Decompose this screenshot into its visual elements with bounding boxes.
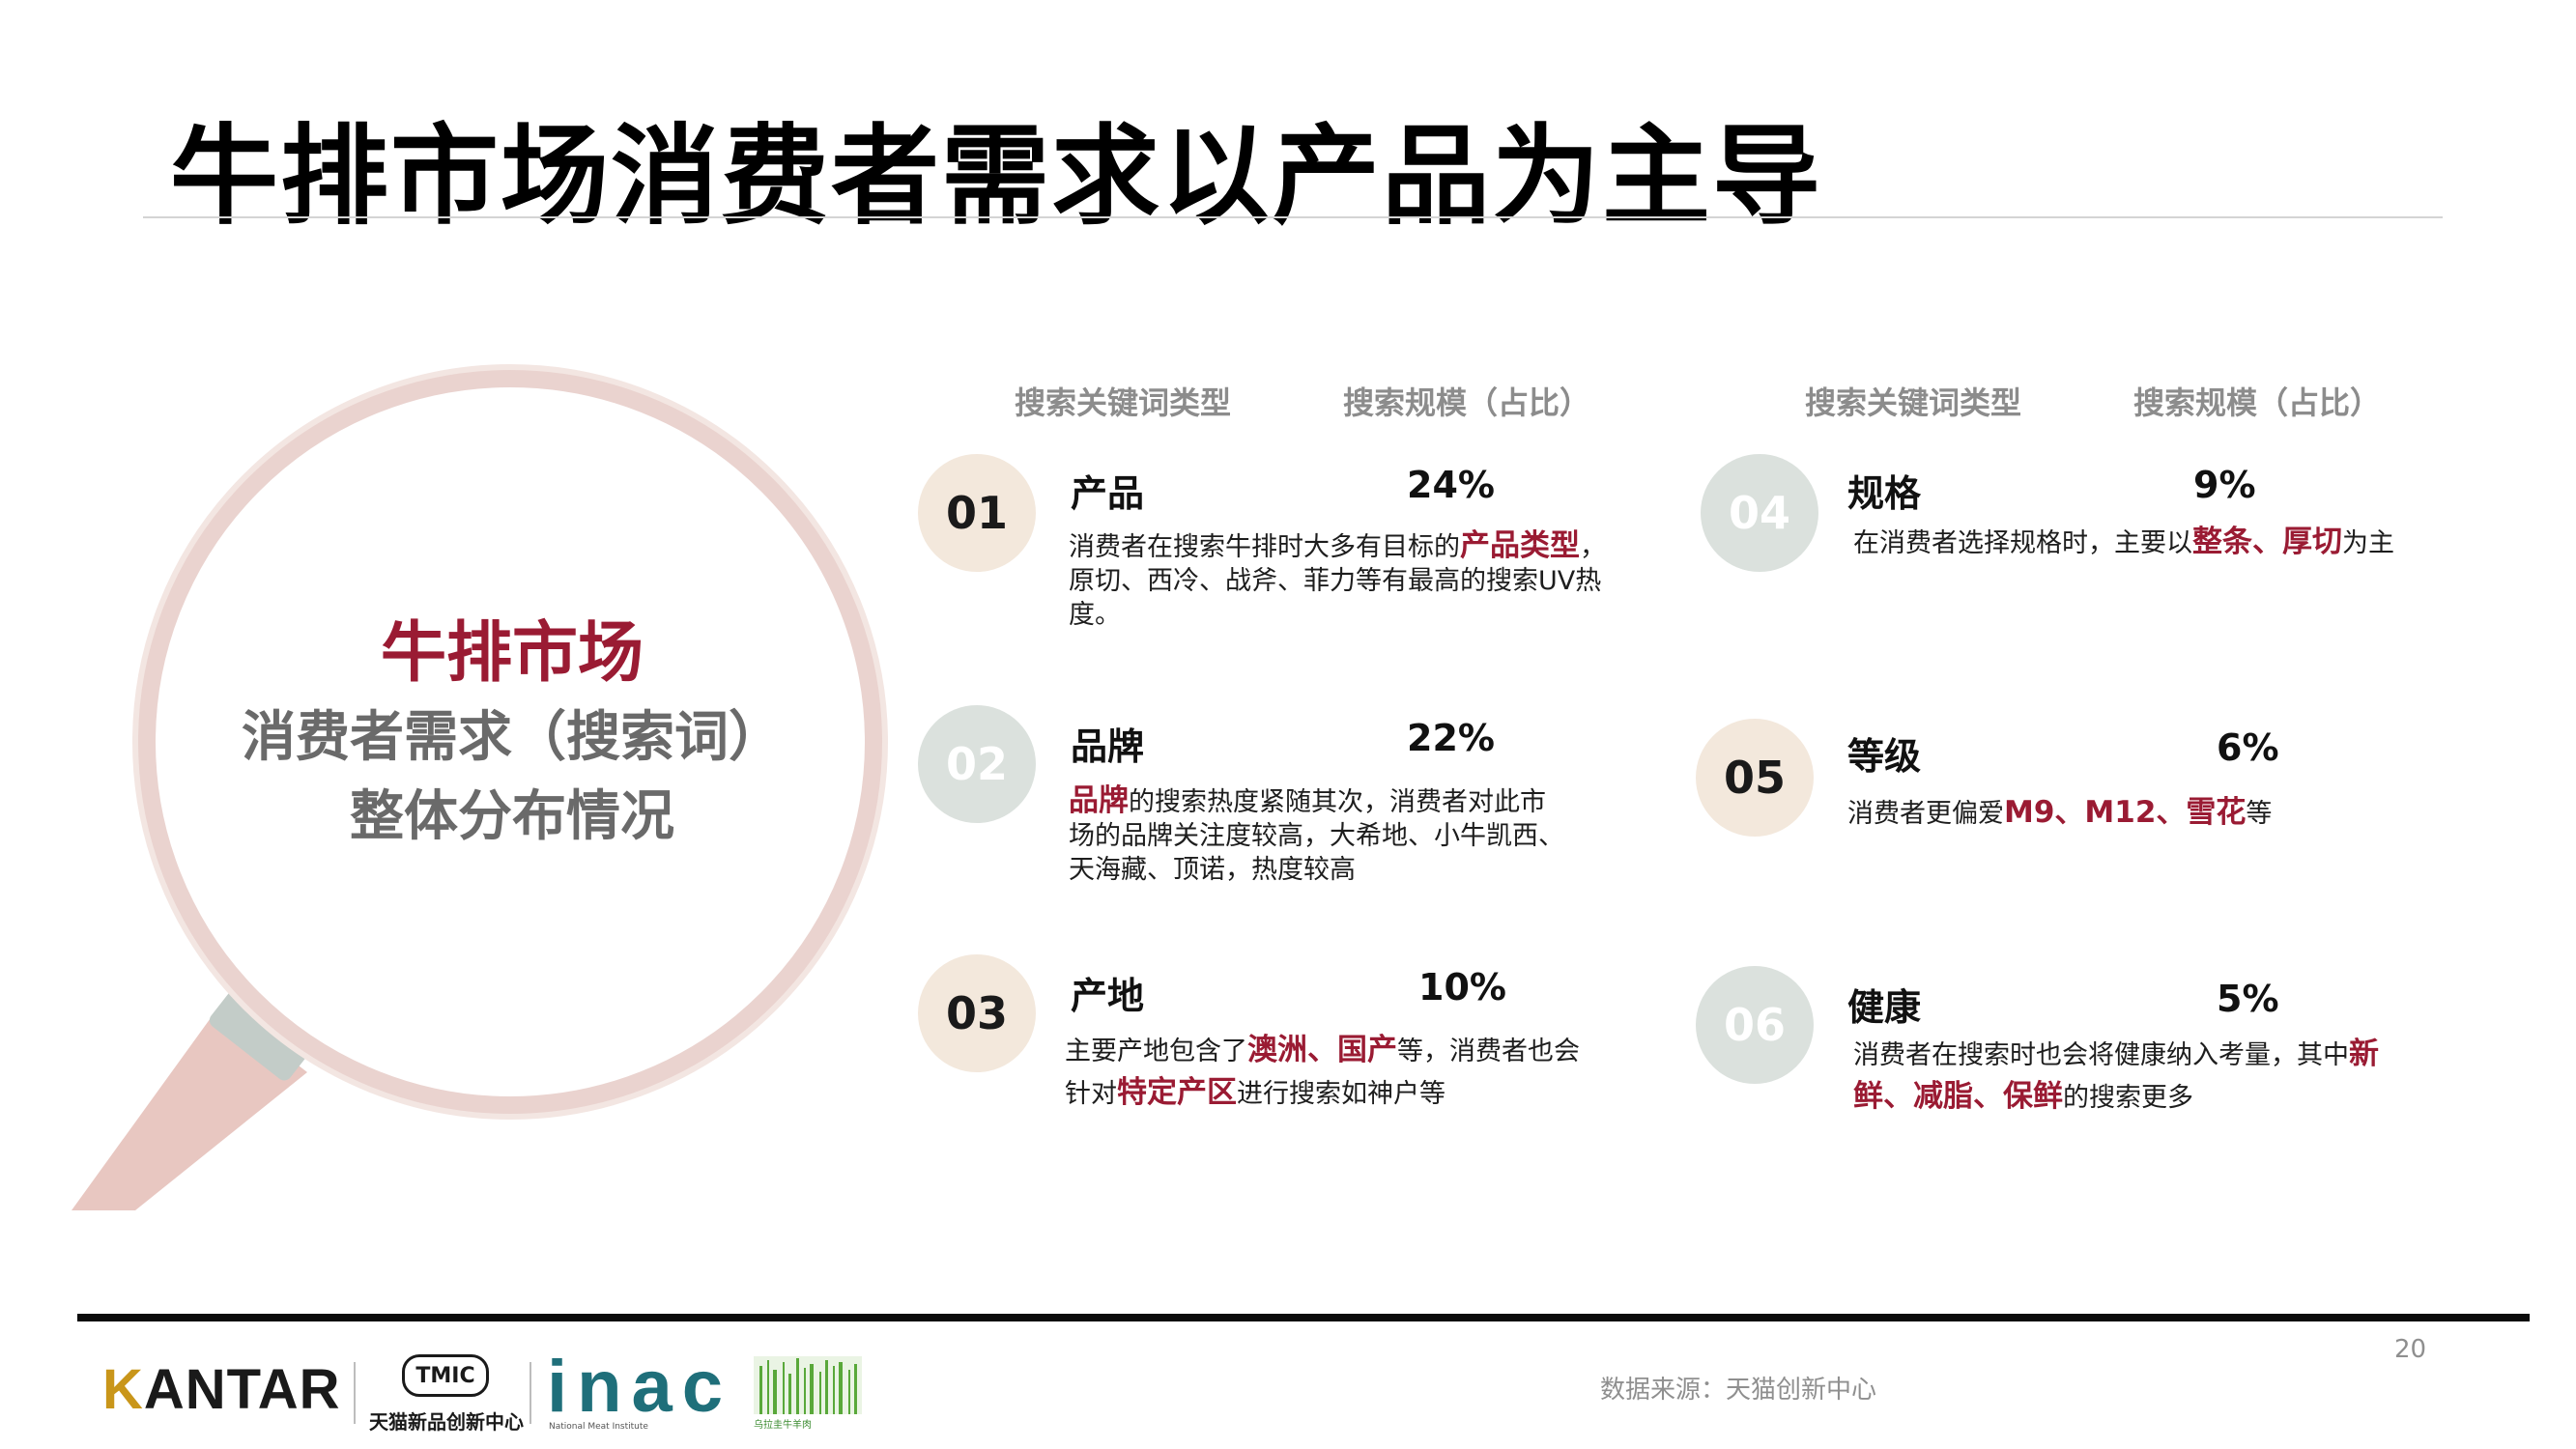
description-text: ，原切、西冷、战斧、菲力等有最高的搜索UV热度。 — [1069, 532, 1606, 630]
highlight-keyword: 产品类型 — [1460, 528, 1580, 563]
item-percentage: 22% — [1407, 717, 1495, 759]
highlight-keyword: 澳洲、国产 — [1247, 1033, 1397, 1067]
inac-logo: inac — [547, 1346, 733, 1428]
column-header-keyword-left: 搜索关键词类型 — [1015, 384, 1232, 421]
tmic-logo-caption: 天猫新品创新中心 — [369, 1410, 524, 1434]
highlight-keyword: 新鲜、减脂、保鲜 — [1853, 1037, 2379, 1114]
inac-logo-caption: National Meat Institute — [549, 1422, 648, 1432]
item-percentage: 9% — [2193, 464, 2256, 506]
description-text: 在消费者选择规格时，主要以 — [1853, 528, 2192, 558]
magnifier-ring — [134, 366, 886, 1118]
magnifier-illustration — [72, 364, 888, 1210]
item-description: 消费者在搜索牛排时大多有目标的产品类型，原切、西冷、战斧、菲力等有最高的搜索UV… — [1069, 529, 1629, 632]
column-header-keyword-right: 搜索关键词类型 — [1805, 384, 2022, 421]
item-category: 规格 — [1847, 472, 1922, 515]
item-number-badge: 02 — [918, 705, 1036, 823]
item-number-badge: 01 — [918, 454, 1036, 572]
description-text: 进行搜索如神户等 — [1237, 1079, 1445, 1109]
kantar-logo-k: K — [102, 1358, 144, 1421]
description-text: 的搜索更多 — [2063, 1083, 2193, 1113]
item-description: 消费者更偏爱M9、M12、雪花等 — [1847, 796, 2447, 831]
magnifier-ferrule — [209, 986, 313, 1081]
kantar-logo-rest: ANTAR — [143, 1358, 341, 1421]
magnifier-handle — [72, 1005, 307, 1210]
title-divider — [143, 216, 2443, 218]
tmic-logo: TMIC — [402, 1354, 489, 1397]
lens-title: 牛排市场 — [380, 615, 644, 692]
description-text: 的搜索热度紧随其次，消费者对此市场的品牌关注度较高，大希地、小牛凯西、天海藏、顶… — [1069, 787, 1564, 885]
page-title: 牛排市场消费者需求以产品为主导 — [170, 114, 1822, 240]
highlight-keyword: 整条、厚切 — [2192, 525, 2342, 559]
description-text: 消费者在搜索牛排时大多有目标的 — [1069, 532, 1460, 562]
lens-subtitle-line2: 整体分布情况 — [350, 785, 674, 848]
description-text: 主要产地包含了 — [1065, 1037, 1247, 1066]
item-number-badge: 04 — [1701, 454, 1818, 572]
item-number-badge: 05 — [1696, 719, 1814, 837]
highlight-keyword: M9、M12、雪花 — [2004, 795, 2247, 830]
lens-subtitle-line1: 消费者需求（搜索词） — [242, 706, 783, 769]
description-text: 消费者在搜索时也会将健康纳入考量，其中 — [1853, 1040, 2349, 1070]
item-percentage: 5% — [2217, 978, 2279, 1020]
item-number-badge: 06 — [1696, 966, 1814, 1084]
page-number: 20 — [2394, 1335, 2427, 1364]
item-percentage: 10% — [1418, 966, 1506, 1009]
item-category: 健康 — [1847, 986, 1922, 1029]
description-text: 等 — [2246, 799, 2273, 829]
description-text: 等，消费者也会针对 — [1065, 1037, 1580, 1109]
description-text: 消费者更偏爱 — [1847, 799, 2004, 829]
item-percentage: 24% — [1407, 464, 1495, 506]
column-header-scale-left: 搜索规模（占比） — [1343, 384, 1591, 421]
logo-separator — [354, 1362, 356, 1424]
item-category: 品牌 — [1071, 725, 1145, 768]
column-header-scale-right: 搜索规模（占比） — [2133, 384, 2382, 421]
item-percentage: 6% — [2217, 726, 2279, 769]
item-category: 等级 — [1847, 735, 1922, 778]
kantar-logo: KANTAR — [102, 1357, 341, 1422]
item-category: 产地 — [1071, 975, 1145, 1017]
highlight-keyword: 品牌 — [1069, 783, 1129, 818]
item-number-badge: 03 — [918, 954, 1036, 1072]
item-description: 消费者在搜索时也会将健康纳入考量，其中新鲜、减脂、保鲜的搜索更多 — [1853, 1034, 2394, 1119]
item-description: 品牌的搜索热度紧随其次，消费者对此市场的品牌关注度较高，大希地、小牛凯西、天海藏… — [1069, 784, 1571, 887]
uruguay-beef-logo — [754, 1356, 862, 1414]
item-category: 产品 — [1071, 472, 1145, 515]
magnifier-inner-ring — [132, 364, 888, 1120]
logo-separator — [530, 1362, 531, 1424]
item-description: 在消费者选择规格时，主要以整条、厚切为主 — [1853, 526, 2452, 560]
uruguay-beef-caption: 乌拉圭牛羊肉 — [754, 1420, 812, 1431]
item-description: 主要产地包含了澳洲、国产等，消费者也会针对特定产区进行搜索如神户等 — [1065, 1030, 1587, 1115]
description-text: 为主 — [2342, 528, 2394, 558]
data-source-note: 数据来源：天猫创新中心 — [1600, 1376, 1877, 1405]
highlight-keyword: 特定产区 — [1117, 1075, 1237, 1110]
footer-divider — [77, 1314, 2530, 1321]
